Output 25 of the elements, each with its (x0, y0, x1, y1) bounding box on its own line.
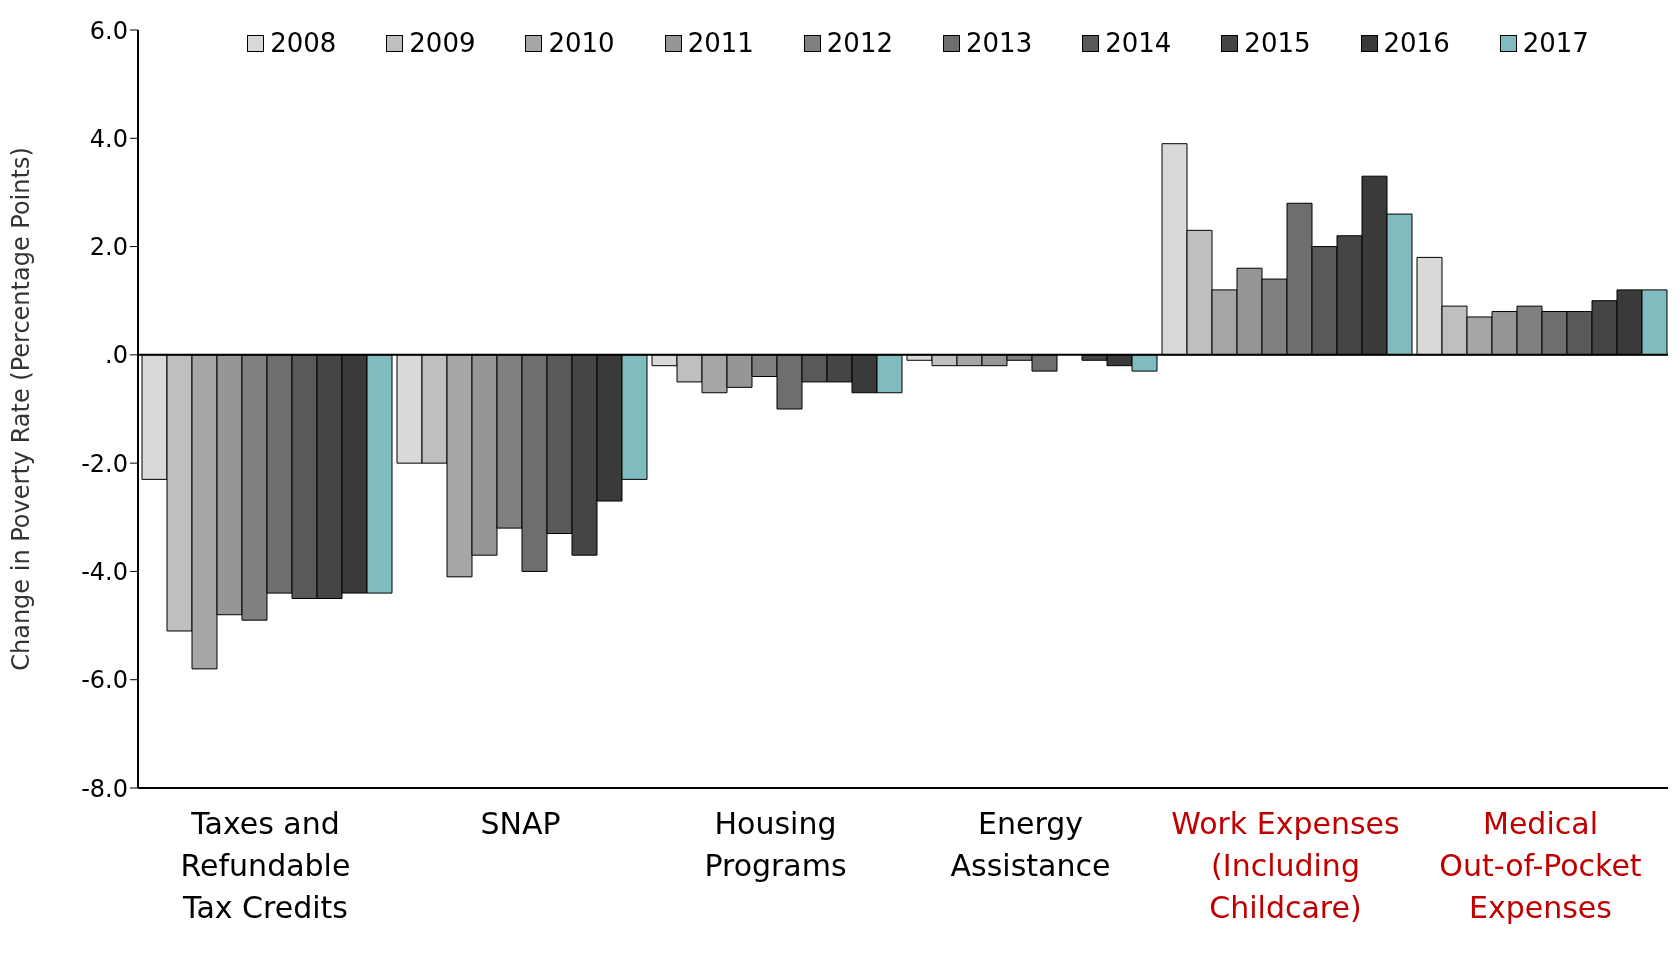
legend-label: 2008 (270, 28, 337, 58)
y-axis-title: Change in Poverty Rate (Percentage Points) (6, 147, 35, 671)
x-tick-label: Work Expenses (Including Childcare) (1171, 806, 1400, 925)
legend-label: 2013 (966, 28, 1033, 58)
y-tick-label: -2.0 (81, 449, 128, 478)
legend-label: 2015 (1244, 28, 1311, 58)
y-tick-label: .0 (105, 341, 128, 370)
y-tick-label: 2.0 (89, 233, 128, 262)
legend-label: 2010 (548, 28, 615, 58)
x-tick-label: Medical Out-of-Pocket Expenses (1439, 806, 1642, 925)
legend-label: 2009 (409, 28, 476, 58)
legend-label: 2016 (1383, 28, 1450, 58)
legend-label: 2011 (687, 28, 754, 58)
y-tick-label: 6.0 (89, 16, 128, 45)
legend-label: 2012 (826, 28, 893, 58)
y-tick-label: -4.0 (81, 557, 128, 586)
x-tick-label: Housing Programs (704, 806, 847, 883)
y-tick-label: -8.0 (81, 774, 128, 803)
x-tick-label: SNAP (480, 806, 561, 841)
x-tick-label: Energy Assistance (950, 806, 1111, 883)
legend-label: 2014 (1105, 28, 1172, 58)
y-tick-label: 4.0 (89, 124, 128, 153)
x-tick-label: Taxes and Refundable Tax Credits (180, 806, 351, 925)
y-tick-label: -6.0 (81, 666, 128, 695)
legend-label: 2017 (1522, 28, 1589, 58)
